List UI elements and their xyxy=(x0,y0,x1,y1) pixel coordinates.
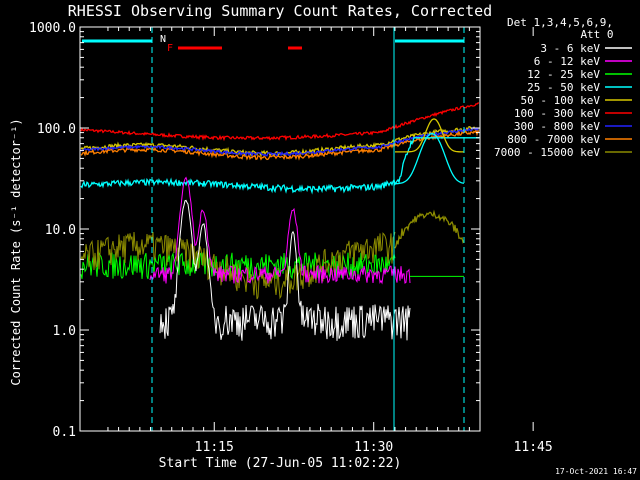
trace-3-6keV xyxy=(159,199,411,341)
legend-label: 3 - 6 keV xyxy=(540,42,600,55)
y-tick-label: 100.0 xyxy=(37,122,76,137)
y-tick-label: 10.0 xyxy=(45,223,76,238)
trace-cyan-flare xyxy=(394,132,465,185)
x-tick-label: 11:30 xyxy=(354,440,393,455)
flag-label-n: N xyxy=(160,34,166,45)
plot-overlays: NF xyxy=(82,27,465,431)
footer-timestamp: 17-Oct-2021 16:47 xyxy=(555,467,637,476)
legend-label: 12 - 25 keV xyxy=(527,68,600,81)
plot-frame xyxy=(79,26,481,432)
trace-100-300keV xyxy=(80,102,479,142)
axes: 1000.0100.010.01.00.111:1511:3011:4512:0… xyxy=(29,21,553,455)
trace-yellow-flare xyxy=(395,118,464,153)
legend-label: 800 - 7000 keV xyxy=(507,133,600,146)
trace-6-12keV xyxy=(149,176,411,285)
chart-title: RHESSI Observing Summary Count Rates, Co… xyxy=(68,2,492,20)
x-tick-label: 11:15 xyxy=(195,440,234,455)
legend-label: 100 - 300 keV xyxy=(514,107,600,120)
legend-label: 7000 - 15000 keV xyxy=(494,146,600,159)
legend-label: 300 - 800 keV xyxy=(514,120,600,133)
legend-header-1: Det 1,3,4,5,6,9, xyxy=(507,16,613,29)
y-tick-label: 1000.0 xyxy=(29,21,76,36)
trace-25-50keV xyxy=(80,137,479,195)
data-traces xyxy=(80,102,480,341)
y-tick-label: 1.0 xyxy=(53,324,76,339)
flag-label-f: F xyxy=(167,43,173,54)
trace-7000-15000keV xyxy=(80,231,396,300)
legend-label: 6 - 12 keV xyxy=(534,55,601,68)
y-tick-label: 0.1 xyxy=(53,425,76,440)
trace-olive-rise xyxy=(394,209,465,249)
trace-300-800keV xyxy=(80,127,480,157)
x-tick-label: 11:45 xyxy=(514,440,553,455)
y-axis-label: Corrected Count Rate (s⁻¹ detector⁻¹) xyxy=(9,118,23,385)
legend-label: 50 - 100 keV xyxy=(521,94,601,107)
legend-header-2: Att 0 xyxy=(580,28,613,41)
x-axis-label: Start Time (27-Jun-05 11:02:22) xyxy=(159,456,402,471)
legend-label: 25 - 50 keV xyxy=(527,81,600,94)
